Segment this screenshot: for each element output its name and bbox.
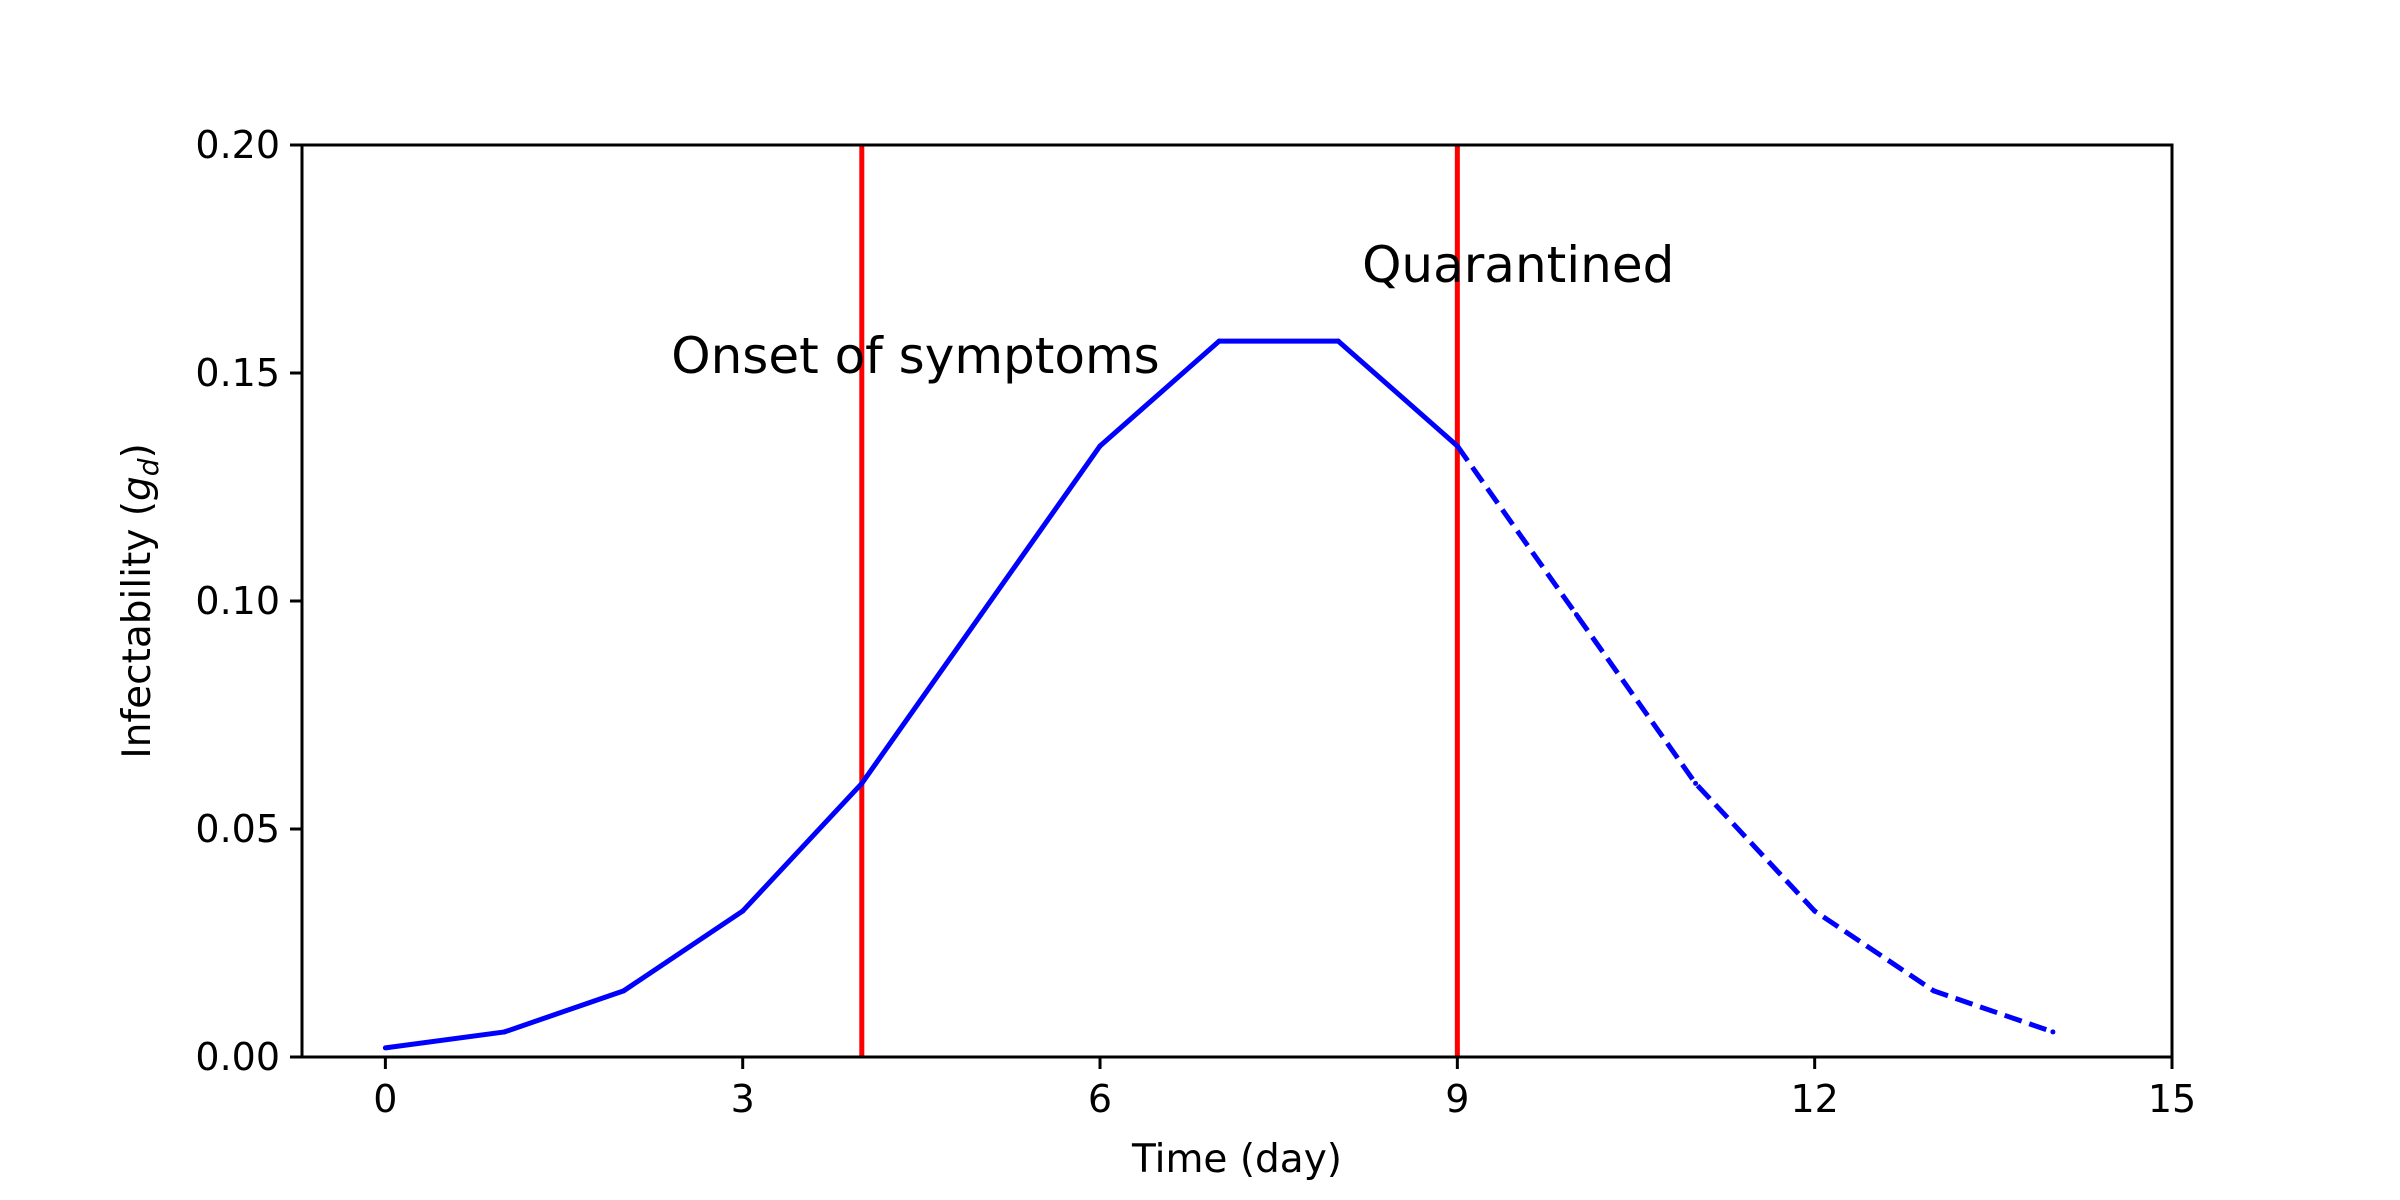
- series-line-0: [385, 338, 1460, 1051]
- annotation-1: Quarantined: [1362, 236, 1674, 294]
- y-axis-label-subscript: d: [132, 458, 165, 476]
- data-point-0-6: [1097, 443, 1103, 449]
- annotations: Onset of symptoms Quarantined: [671, 236, 1674, 385]
- series-line-1: [1455, 444, 2054, 1035]
- x-tick-label: 12: [1790, 1077, 1838, 1121]
- series-lines: [382, 338, 2056, 1051]
- y-tick-label: 0.20: [195, 123, 280, 167]
- x-tick-label: 9: [1445, 1077, 1469, 1121]
- data-point-0-1: [501, 1029, 507, 1035]
- y-tick-label: 0.05: [195, 807, 280, 851]
- x-axis-label: Time (day): [1131, 1137, 1342, 1182]
- y-tick-label: 0.00: [195, 1035, 280, 1079]
- data-point-1-5: [2050, 1029, 2056, 1035]
- annotation-0: Onset of symptoms: [671, 327, 1159, 385]
- data-point-0-7: [1216, 338, 1222, 344]
- data-point-0-8: [1335, 338, 1341, 344]
- data-point-0-0: [382, 1045, 388, 1051]
- x-tick-label: 3: [731, 1077, 755, 1121]
- y-axis-label-close: ): [115, 443, 160, 458]
- x-tick-label: 15: [2148, 1077, 2196, 1121]
- x-tick-label: 6: [1088, 1077, 1112, 1121]
- data-point-0-5: [978, 612, 984, 618]
- x-axis-ticks: 0 3 6 9 12 15: [373, 1057, 2196, 1121]
- data-point-0-2: [621, 988, 627, 994]
- y-tick-label: 0.10: [195, 579, 280, 623]
- y-axis-label: Infectability (gd): [115, 443, 165, 759]
- y-axis-ticks: 0.00 0.05 0.10 0.15 0.20: [195, 123, 302, 1079]
- data-point-1-0: [1454, 443, 1460, 449]
- x-tick-label: 0: [373, 1077, 397, 1121]
- data-point-0-4: [859, 780, 865, 786]
- y-axis-label-text: Infectability (: [115, 501, 160, 759]
- data-point-1-3: [1812, 908, 1818, 914]
- data-point-0-3: [740, 908, 746, 914]
- data-point-1-1: [1573, 612, 1579, 618]
- data-point-1-4: [1931, 988, 1937, 994]
- data-point-1-2: [1693, 780, 1699, 786]
- y-axis-label-symbol: g: [115, 476, 160, 501]
- vertical-lines: [859, 145, 1460, 1057]
- y-tick-label: 0.15: [195, 351, 280, 395]
